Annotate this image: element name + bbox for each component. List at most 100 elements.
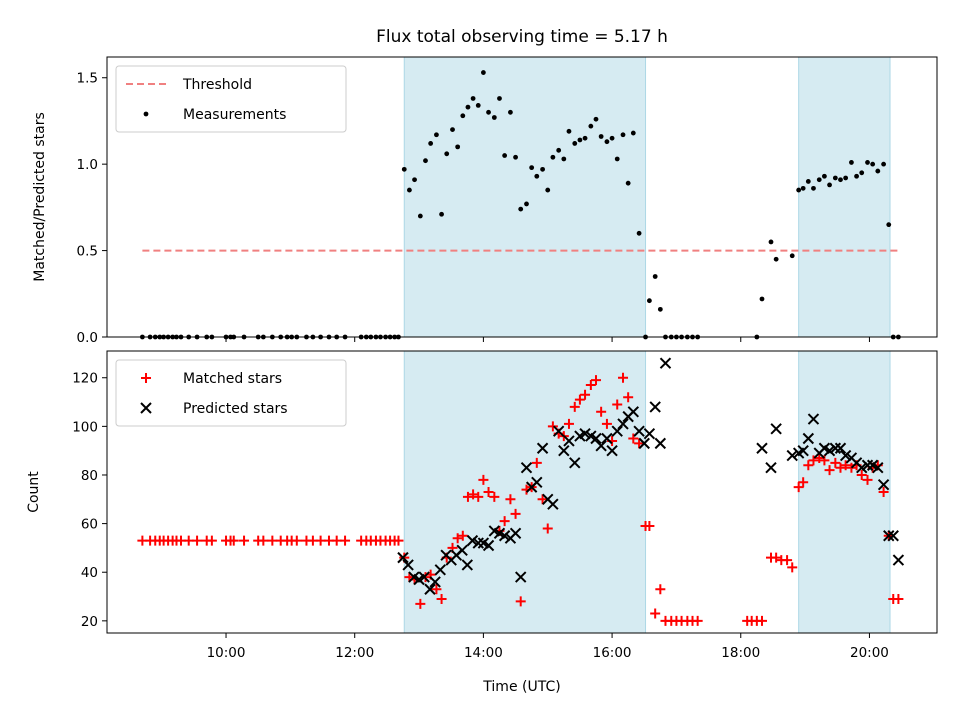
matched-star-point (499, 516, 510, 527)
measurement-point (854, 173, 859, 179)
predicted-star-point (569, 457, 581, 469)
legend-entry-label: Predicted stars (183, 401, 288, 417)
matched-star-point (563, 418, 574, 429)
shaded-region (403, 56, 647, 338)
legend-box (115, 65, 347, 133)
matched-star-point (228, 535, 239, 546)
measurement-point (816, 177, 822, 183)
predicted-star-point (872, 461, 884, 474)
measurement-point (497, 96, 502, 101)
measurement-point (480, 70, 486, 75)
matched-star-point (862, 474, 873, 485)
axes-frame (106, 56, 938, 338)
measurement-point (502, 153, 508, 158)
measurement-point (455, 144, 461, 150)
matched-star-point (206, 535, 217, 546)
y-tick-label: 1.5 (77, 71, 98, 87)
measurement-point (859, 170, 865, 176)
predicted-star-point (563, 435, 575, 447)
measurement-point (811, 185, 816, 191)
predicted-star-point (823, 444, 836, 457)
matched-star-point (612, 399, 623, 410)
matched-star-point (468, 489, 479, 500)
matched-star-point (415, 598, 426, 609)
predicted-star-point (498, 530, 511, 542)
matched-star-point (192, 535, 203, 546)
matched-star-point (840, 460, 851, 471)
matched-star-point (692, 615, 703, 626)
measurement-point (508, 109, 513, 115)
matched-star-point (462, 491, 473, 502)
legend-box (115, 359, 347, 427)
measurement-point (566, 128, 572, 134)
measurement-point (524, 201, 529, 207)
predicted-star-point (552, 425, 565, 437)
measurement-point (529, 165, 535, 171)
measurement-point (822, 173, 827, 179)
y-tick-label: 100 (72, 419, 98, 435)
matched-star-point (644, 521, 655, 532)
matched-star-point (505, 494, 516, 505)
measurement-point (475, 102, 481, 108)
measurement-point (832, 175, 838, 181)
x-tick-label: 12:00 (335, 645, 374, 661)
legend-entry-label: Matched stars (183, 371, 282, 387)
measurement-point (773, 256, 779, 262)
y-tick-label: 40 (81, 565, 98, 581)
predicted-star-point (461, 559, 474, 571)
matched-star-point (787, 562, 798, 573)
matched-star-point (239, 535, 250, 546)
matched-star-point (782, 555, 793, 566)
measurement-point (588, 123, 594, 129)
measurement-point (556, 147, 562, 153)
matched-star-point (803, 460, 814, 471)
predicted-star-point (786, 449, 798, 462)
matched-star-point (340, 535, 351, 546)
measurement-point (572, 141, 578, 146)
matched-star-point (830, 457, 841, 468)
measurement-point (838, 177, 843, 183)
x-tick-label: 16:00 (593, 645, 632, 661)
matched-star-point (835, 462, 846, 473)
measurement-point (849, 160, 854, 165)
matched-star-point (650, 608, 661, 619)
matched-star-point (547, 421, 558, 432)
measurement-point (460, 113, 466, 119)
matched-star-point (315, 535, 326, 546)
measurement-point (598, 134, 604, 139)
shaded-region (403, 350, 647, 634)
matched-star-point (793, 482, 804, 493)
legend-predicted-swatch (140, 402, 152, 414)
matched-star-point (893, 593, 904, 604)
measurement-point (417, 213, 423, 219)
predicted-star-point (579, 427, 591, 440)
predicted-star-point (802, 432, 815, 445)
predicted-star-point (887, 530, 899, 542)
y-tick-label: 20 (81, 614, 98, 630)
measurement-point (540, 166, 545, 172)
measurement-point (657, 306, 663, 312)
measurement-point (401, 166, 407, 172)
predicted-star-point (531, 476, 543, 488)
y-axis-label: Count (26, 471, 42, 513)
measurement-point (593, 116, 599, 122)
matched-star-point (590, 375, 601, 386)
predicted-star-point (654, 437, 667, 450)
matched-star-point (846, 462, 857, 473)
measurement-point (886, 222, 892, 228)
chart-title: Flux total observing time = 5.17 h (376, 27, 668, 47)
matched-star-point (537, 494, 548, 505)
y-axis-label: Matched/Predicted stars (32, 112, 48, 282)
predicted-star-point (797, 444, 809, 457)
measurement-point (875, 168, 881, 174)
measurement-point (796, 187, 802, 193)
measurement-point (881, 161, 886, 167)
matched-star-point (431, 584, 442, 595)
x-tick-label: 10:00 (207, 645, 246, 661)
matched-star-point (569, 401, 580, 412)
measurement-point (444, 151, 450, 157)
predicted-star-point (856, 461, 868, 474)
y-tick-label: 0.0 (77, 330, 98, 346)
predicted-star-point (892, 554, 905, 566)
measurement-point (439, 211, 444, 217)
